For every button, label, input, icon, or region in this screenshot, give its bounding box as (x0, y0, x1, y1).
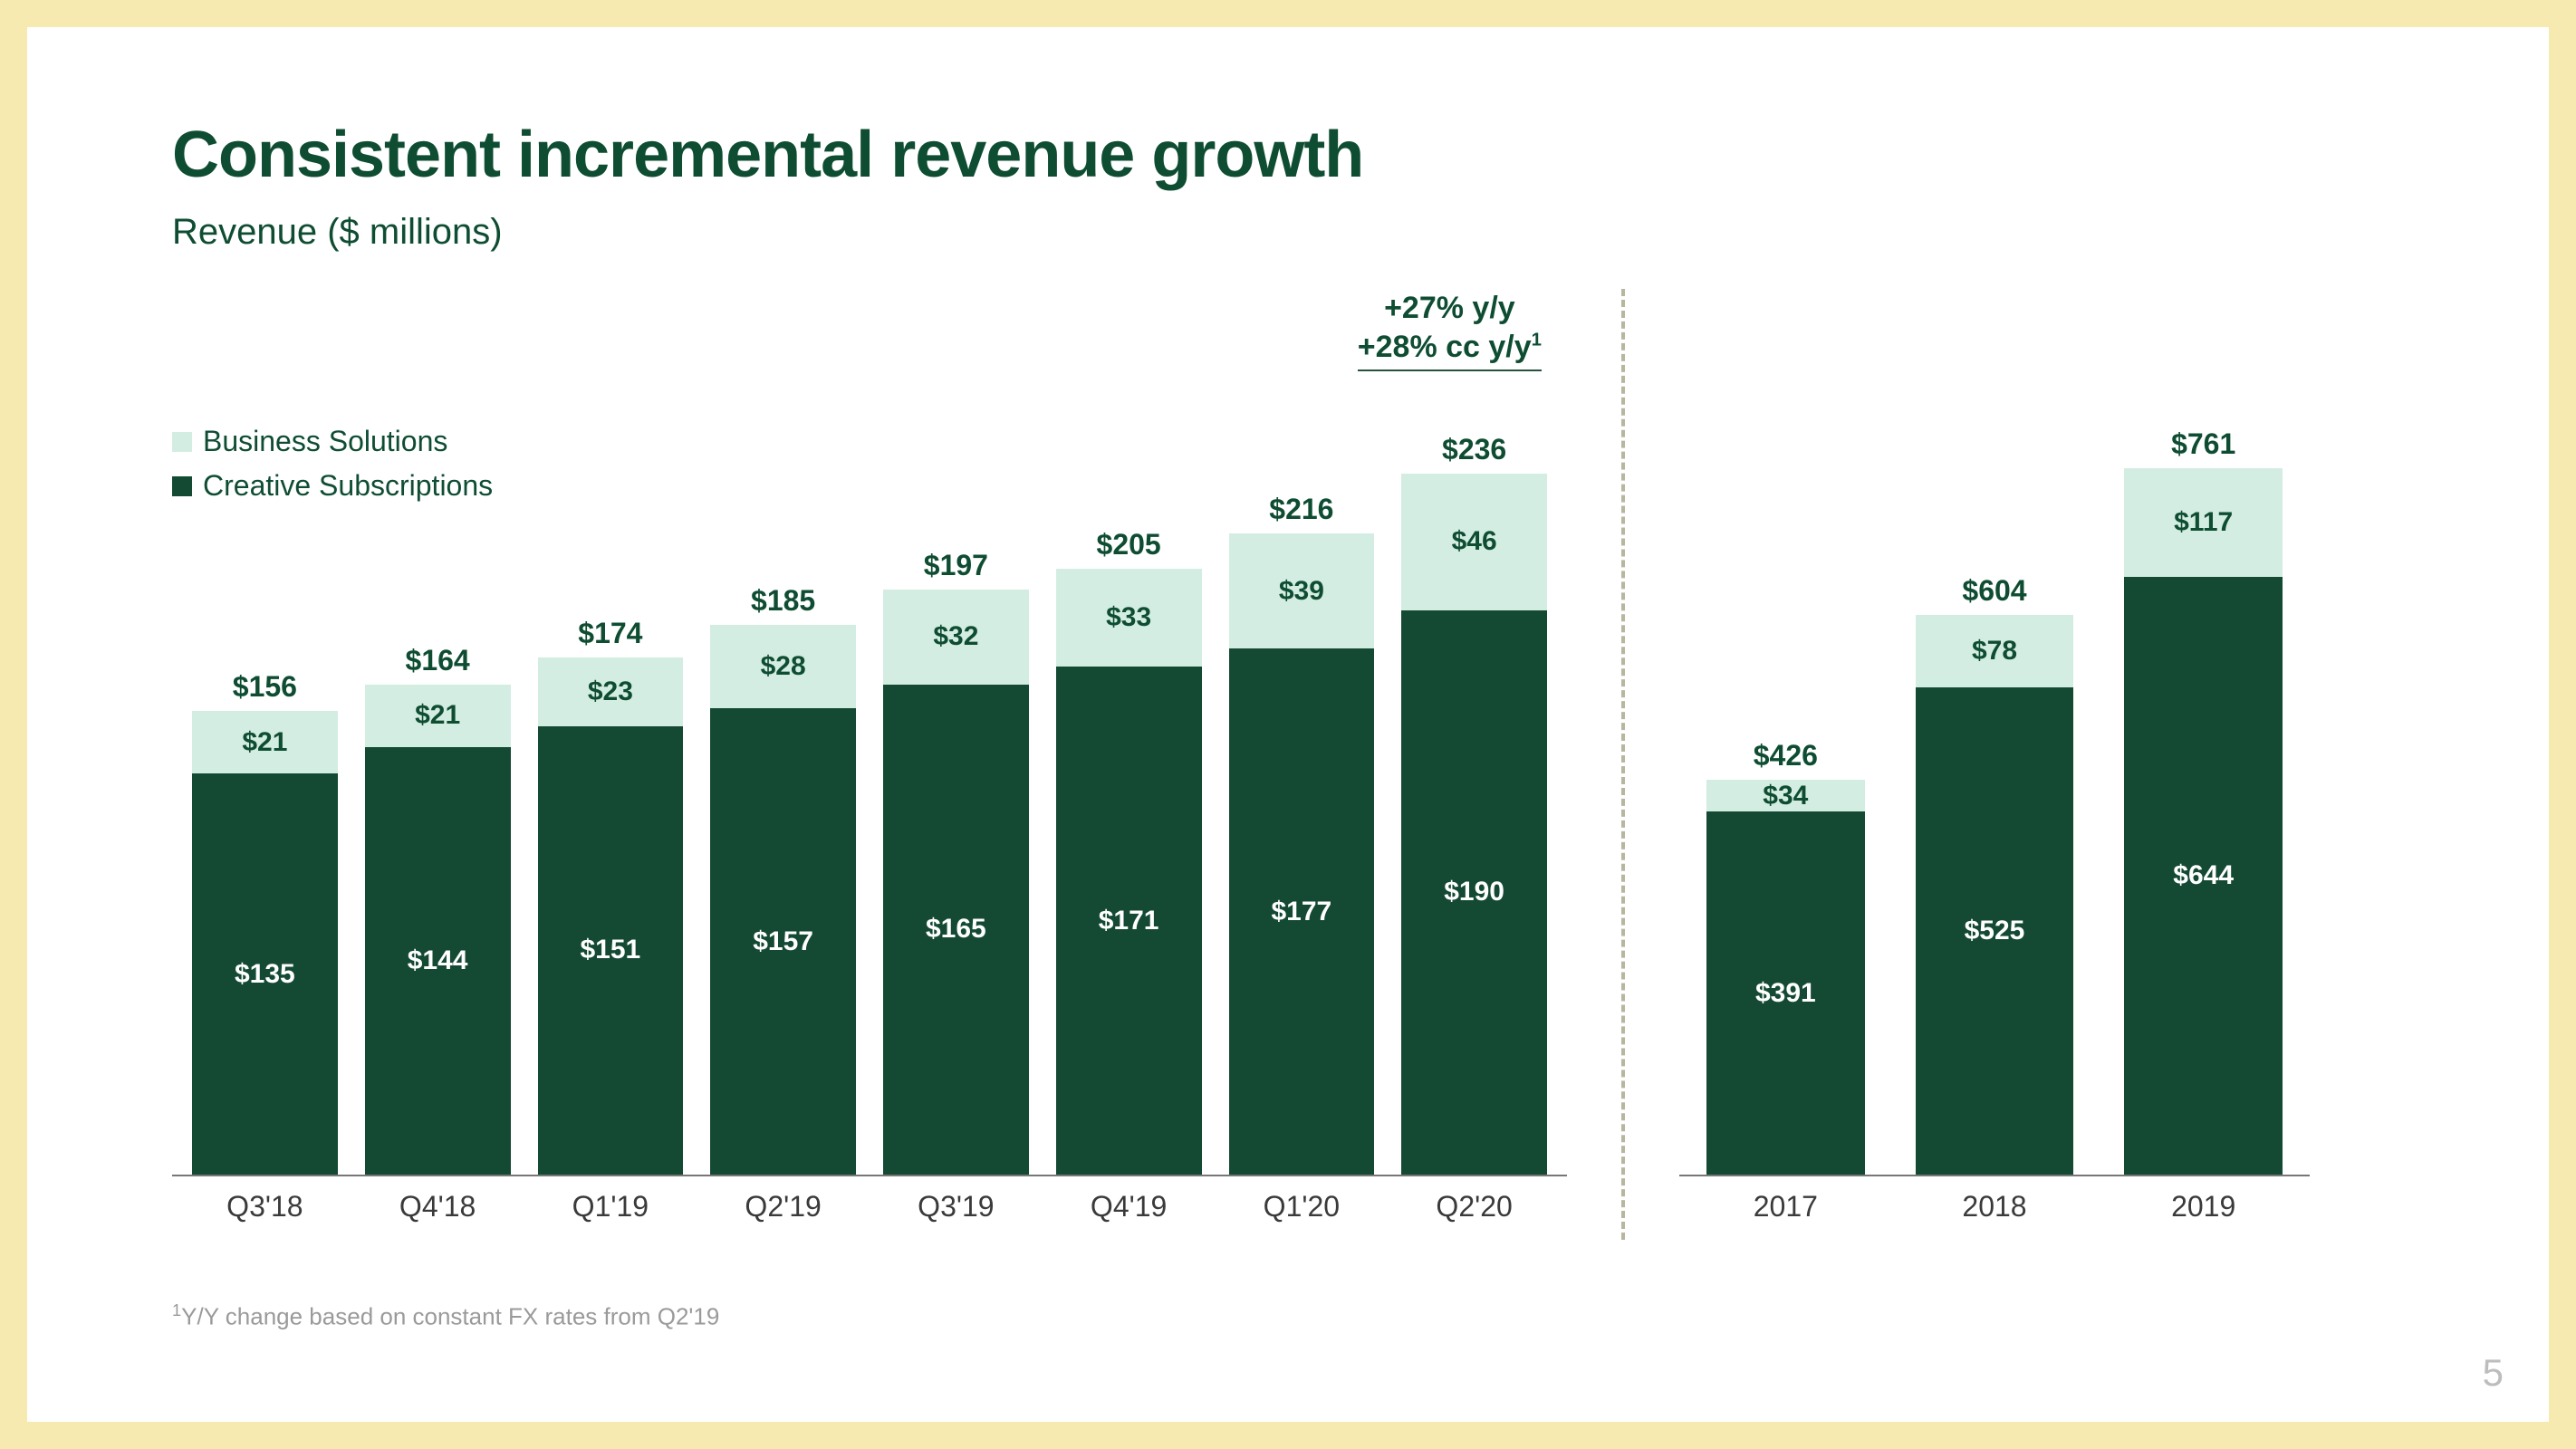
slide-outer: Consistent incremental revenue growth Re… (0, 0, 2576, 1449)
axis-category-label: 2018 (1916, 1190, 2074, 1223)
axis-category-label: Q3'18 (192, 1190, 338, 1223)
bar-total-label: $185 (751, 584, 815, 618)
bar-segment-creative-subscriptions: $157 (710, 708, 856, 1175)
bar-column: $236 $46$190 (1401, 389, 1547, 1175)
quarterly-axis-labels: Q3'18 Q4'18 Q1'19 Q2'19 Q3'19 Q4'19 Q1'20 Q2'20 (172, 1190, 1567, 1223)
bar-segment-business-solutions: $117 (2124, 468, 2283, 577)
bar-column: $197 $32$165 (883, 389, 1029, 1175)
bar-total-label: $205 (1097, 528, 1161, 561)
annotation-line1: +27% y/y (1358, 289, 1542, 328)
bar-segment-creative-subscriptions: $171 (1056, 667, 1202, 1175)
quarterly-chart: $156$21$135$164$21$144$174$23$151$185$28… (172, 389, 1567, 1176)
content-row: Business Solutions Creative Subscription… (172, 289, 2422, 1240)
bar-total-label: $604 (1962, 574, 2026, 608)
bar-total-label: $164 (406, 644, 470, 677)
axis-category-label: Q3'19 (883, 1190, 1029, 1223)
axis-category-label: Q1'19 (538, 1190, 684, 1223)
axis-category-label: Q1'20 (1229, 1190, 1375, 1223)
axis-category-label: 2017 (1706, 1190, 1865, 1223)
slide: Consistent incremental revenue growth Re… (27, 27, 2549, 1422)
bar-segment-creative-subscriptions: $391 (1706, 811, 1865, 1175)
bar-total-label: $197 (924, 549, 988, 582)
page-subtitle: Revenue ($ millions) (172, 212, 2422, 253)
bar-segment-business-solutions: $21 (192, 711, 338, 773)
growth-annotation: +27% y/y +28% cc y/y1 (1358, 289, 1542, 371)
bar-segment-business-solutions: $32 (883, 590, 1029, 685)
annotation-line2: +28% cc y/y1 (1358, 328, 1542, 372)
bar-segment-creative-subscriptions: $135 (192, 773, 338, 1175)
axis-category-label: Q4'18 (365, 1190, 511, 1223)
bar-segment-creative-subscriptions: $151 (538, 726, 684, 1175)
bar-total-label: $426 (1754, 739, 1818, 772)
bar-column: $174 $23$151 (538, 389, 684, 1175)
bar-segment-business-solutions: $39 (1229, 533, 1375, 649)
annual-chart: $426 $34$391 $604 $78$525 $761 $117$644 (1679, 389, 2310, 1176)
bar-total-label: $156 (233, 670, 297, 704)
bar-column: $761 $117$644 (2124, 389, 2283, 1175)
axis-category-label: Q4'19 (1056, 1190, 1202, 1223)
bar-segment-creative-subscriptions: $165 (883, 685, 1029, 1175)
page-title: Consistent incremental revenue growth (172, 118, 2422, 192)
bar-segment-creative-subscriptions: $644 (2124, 577, 2283, 1175)
bar-segment-creative-subscriptions: $190 (1401, 610, 1547, 1175)
bar-column: $205 $33$171 (1056, 389, 1202, 1175)
quarterly-panel: Business Solutions Creative Subscription… (172, 289, 1567, 1240)
bar-segment-business-solutions: $46 (1401, 474, 1547, 610)
bar-segment-business-solutions: $28 (710, 625, 856, 708)
bar-column: $185 $28$157 (710, 389, 856, 1175)
bar-segment-business-solutions: $34 (1706, 780, 1865, 811)
annual-axis-labels: 2017 2018 2019 (1679, 1190, 2310, 1223)
bar-column: $164 $21$144 (365, 389, 511, 1175)
bar-segment-business-solutions: $78 (1916, 615, 2074, 687)
axis-category-label: 2019 (2124, 1190, 2283, 1223)
axis-category-label: Q2'19 (710, 1190, 856, 1223)
bar-column: $604 $78$525 (1916, 389, 2074, 1175)
bar-segment-creative-subscriptions: $525 (1916, 687, 2074, 1175)
bar-total-label: $236 (1442, 433, 1506, 466)
bar-total-label: $761 (2171, 427, 2235, 461)
bar-total-label: $216 (1269, 493, 1333, 526)
axis-category-label: Q2'20 (1401, 1190, 1547, 1223)
bar-segment-creative-subscriptions: $144 (365, 747, 511, 1175)
page-number: 5 (2483, 1351, 2504, 1395)
bar-total-label: $174 (578, 617, 642, 650)
bar-segment-business-solutions: $33 (1056, 569, 1202, 667)
bar-column: $216 $39$177 (1229, 389, 1375, 1175)
bar-segment-creative-subscriptions: $177 (1229, 648, 1375, 1175)
bar-column: $426 $34$391 (1706, 389, 1865, 1175)
bar-segment-business-solutions: $23 (538, 657, 684, 725)
footnote: 1Y/Y change based on constant FX rates f… (172, 1301, 719, 1331)
bar-segment-business-solutions: $21 (365, 685, 511, 747)
annual-panel: $426$34$391$604$78$525$761$117$644 20172… (1621, 289, 2310, 1240)
bar-column: $156 $21$135 (192, 389, 338, 1175)
